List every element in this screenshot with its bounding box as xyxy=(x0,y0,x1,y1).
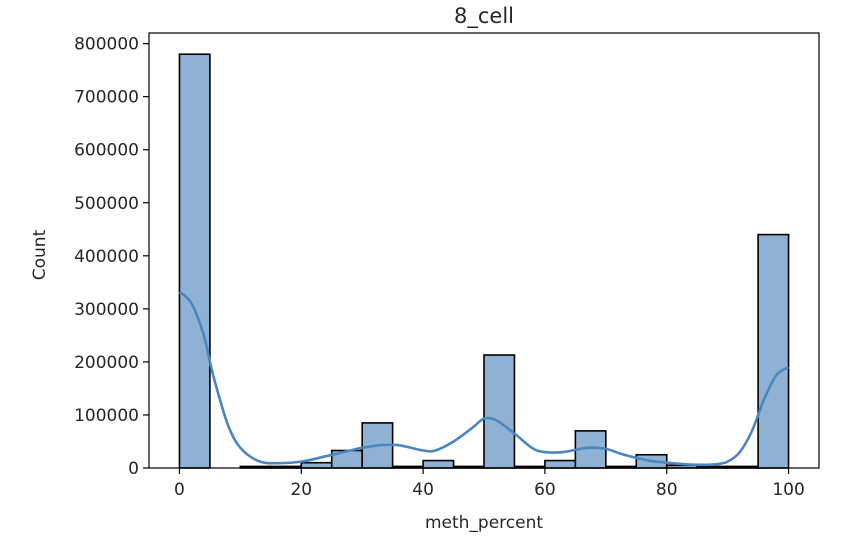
y-tick-label: 500000 xyxy=(74,194,139,214)
histogram-bar-50-55 xyxy=(483,354,516,469)
histogram-bar-60-65 xyxy=(544,459,577,469)
y-axis-label: Count xyxy=(30,229,50,280)
histogram-bar-20-25 xyxy=(300,461,333,469)
x-tick-label: 100 xyxy=(772,480,804,500)
y-tick-label: 700000 xyxy=(74,88,139,108)
plot-frame xyxy=(148,32,820,469)
x-axis-label: meth_percent xyxy=(425,513,543,533)
x-tick-label: 60 xyxy=(534,480,556,500)
histogram-bar-40-45 xyxy=(422,459,455,469)
x-ticks: 0 20 40 60 80 100 xyxy=(174,468,805,500)
y-tick-label: 800000 xyxy=(74,35,139,55)
chart-title: 8_cell xyxy=(454,4,514,29)
y-tick-label: 300000 xyxy=(74,300,139,320)
y-tick-label: 400000 xyxy=(74,247,139,267)
bars-layer xyxy=(178,53,790,469)
y-tick-label: 600000 xyxy=(74,141,139,161)
kde-curve xyxy=(178,290,790,467)
x-tick-label: 0 xyxy=(174,480,185,500)
y-tick-label: 200000 xyxy=(74,353,139,373)
histogram-bar-0-5 xyxy=(178,53,211,469)
y-tick-label: 0 xyxy=(128,459,139,479)
x-tick-label: 20 xyxy=(290,480,312,500)
histogram-bar-95-100 xyxy=(757,233,790,469)
y-tick-label: 100000 xyxy=(74,406,139,426)
x-tick-label: 40 xyxy=(412,480,434,500)
x-tick-label: 80 xyxy=(656,480,678,500)
y-ticks: 0 100000 200000 300000 400000 500000 600000 700… xyxy=(74,35,149,479)
